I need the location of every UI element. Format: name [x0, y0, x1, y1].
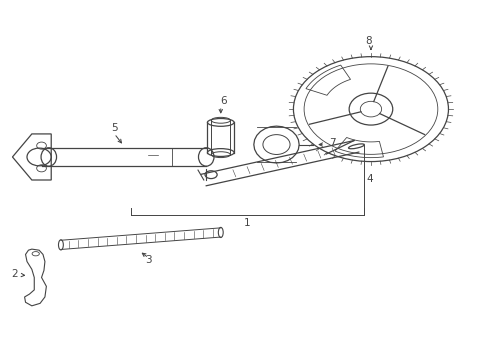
Text: 3: 3 [146, 255, 152, 265]
Text: 2: 2 [12, 269, 18, 279]
Text: 6: 6 [220, 96, 226, 106]
Text: 7: 7 [329, 138, 336, 148]
Text: 5: 5 [111, 123, 118, 133]
Text: 4: 4 [366, 174, 373, 184]
Text: 8: 8 [365, 36, 372, 46]
Text: 1: 1 [244, 217, 251, 228]
